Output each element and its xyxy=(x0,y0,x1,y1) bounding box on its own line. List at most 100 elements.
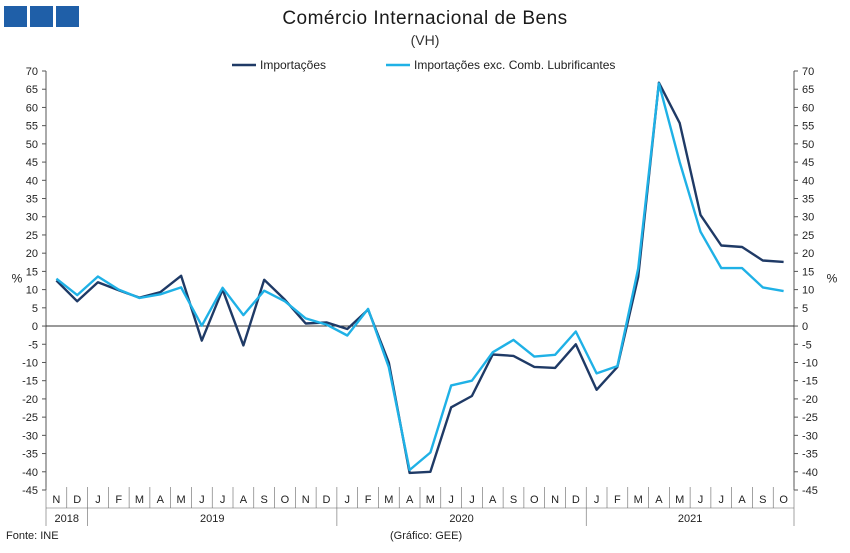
x-tick-label: N xyxy=(52,494,60,506)
y-tick-label-right: 25 xyxy=(802,230,814,242)
x-tick-label: S xyxy=(759,494,766,506)
legend-label: Importações xyxy=(260,58,326,72)
y-tick-label-right: 5 xyxy=(802,303,808,315)
y-tick-label-left: 35 xyxy=(26,194,38,206)
y-tick-label-left: 0 xyxy=(32,321,38,333)
x-tick-label: O xyxy=(779,494,788,506)
y-tick-label-right: 65 xyxy=(802,84,814,96)
y-tick-label-right: 20 xyxy=(802,248,814,260)
x-tick-label: J xyxy=(469,494,475,506)
y-tick-label-right: 50 xyxy=(802,139,814,151)
y-tick-label-right: 0 xyxy=(802,321,808,333)
y-tick-label-left: -35 xyxy=(22,449,38,461)
y-tick-label-right: -5 xyxy=(802,339,812,351)
x-tick-label: D xyxy=(572,494,580,506)
x-tick-label: M xyxy=(135,494,144,506)
y-tick-label-left: 45 xyxy=(26,157,38,169)
y-tick-label-right: -25 xyxy=(802,412,818,424)
y-tick-label-right: -45 xyxy=(802,485,818,497)
x-tick-label: N xyxy=(302,494,310,506)
y-tick-label-left: 10 xyxy=(26,285,38,297)
y-tick-label-left: 20 xyxy=(26,248,38,260)
y-tick-label-right: 45 xyxy=(802,157,814,169)
y-tick-label-left: 30 xyxy=(26,212,38,224)
y-tick-label-right: -10 xyxy=(802,357,818,369)
x-tick-label: J xyxy=(698,494,704,506)
x-tick-label: A xyxy=(489,494,497,506)
x-tick-label: M xyxy=(384,494,393,506)
x-tick-label: J xyxy=(719,494,725,506)
chart-title: Comércio Internacional de Bens xyxy=(282,8,568,29)
y-tick-label-left: -5 xyxy=(28,339,38,351)
x-tick-label: A xyxy=(240,494,248,506)
x-tick-label: O xyxy=(281,494,290,506)
x-tick-label: F xyxy=(614,494,621,506)
chart-subtitle: (VH) xyxy=(410,32,440,48)
logo-block xyxy=(56,6,79,27)
year-label: 2018 xyxy=(55,513,79,525)
year-label: 2021 xyxy=(678,513,702,525)
y-tick-label-left: 70 xyxy=(26,66,38,78)
x-tick-label: F xyxy=(115,494,122,506)
logo-block xyxy=(4,6,27,27)
y-tick-label-left: -40 xyxy=(22,467,38,479)
y-tick-label-left: 40 xyxy=(26,175,38,187)
y-tick-label-left: 55 xyxy=(26,121,38,133)
y-tick-label-left: -25 xyxy=(22,412,38,424)
series-line-importacoes-exc xyxy=(55,82,784,472)
x-tick-label: S xyxy=(510,494,517,506)
x-tick-label: A xyxy=(406,494,414,506)
y-tick-label-left: -10 xyxy=(22,357,38,369)
y-tick-label-left: -20 xyxy=(22,394,38,406)
x-tick-label: A xyxy=(157,494,165,506)
y-tick-label-left: 15 xyxy=(26,266,38,278)
year-label: 2019 xyxy=(200,513,224,525)
x-tick-label: J xyxy=(345,494,351,506)
x-tick-label: J xyxy=(95,494,101,506)
y-tick-label-right: 70 xyxy=(802,66,814,78)
year-label: 2020 xyxy=(449,513,473,525)
legend-label: Importações exc. Comb. Lubrificantes xyxy=(414,58,615,72)
y-tick-label-right: -15 xyxy=(802,376,818,388)
source-note: Fonte: INE xyxy=(6,530,59,542)
y-tick-label-left: 25 xyxy=(26,230,38,242)
y-tick-label-right: 55 xyxy=(802,121,814,133)
x-tick-label: M xyxy=(176,494,185,506)
x-tick-label: M xyxy=(675,494,684,506)
y-tick-label-right: 15 xyxy=(802,266,814,278)
x-tick-label: A xyxy=(655,494,663,506)
x-tick-label: F xyxy=(365,494,372,506)
y-axis-label-right: % xyxy=(827,272,838,286)
y-axis-label-left: % xyxy=(12,272,23,286)
y-tick-label-right: 35 xyxy=(802,194,814,206)
y-tick-label-right: 30 xyxy=(802,212,814,224)
y-tick-label-right: -35 xyxy=(802,449,818,461)
y-tick-label-left: 50 xyxy=(26,139,38,151)
logo-block xyxy=(30,6,53,27)
y-tick-label-left: -45 xyxy=(22,485,38,497)
y-tick-label-right: -40 xyxy=(802,467,818,479)
x-tick-label: O xyxy=(530,494,539,506)
y-tick-label-right: 40 xyxy=(802,175,814,187)
y-tick-label-left: -15 xyxy=(22,376,38,388)
x-tick-label: D xyxy=(73,494,81,506)
credit-note: (Gráfico: GEE) xyxy=(390,530,463,542)
x-tick-label: S xyxy=(260,494,267,506)
y-tick-label-left: 65 xyxy=(26,84,38,96)
x-tick-label: N xyxy=(551,494,559,506)
y-tick-label-left: -30 xyxy=(22,430,38,442)
series-line-importacoes xyxy=(55,81,784,475)
y-tick-label-right: 60 xyxy=(802,102,814,114)
x-tick-label: J xyxy=(594,494,600,506)
brand-logo xyxy=(4,6,79,27)
y-tick-label-left: 5 xyxy=(32,303,38,315)
y-tick-label-right: -20 xyxy=(802,394,818,406)
x-tick-label: D xyxy=(323,494,331,506)
x-tick-label: J xyxy=(220,494,226,506)
y-tick-label-right: 10 xyxy=(802,285,814,297)
x-tick-label: A xyxy=(738,494,746,506)
y-tick-label-right: -30 xyxy=(802,430,818,442)
x-tick-label: J xyxy=(448,494,454,506)
x-tick-label: M xyxy=(634,494,643,506)
